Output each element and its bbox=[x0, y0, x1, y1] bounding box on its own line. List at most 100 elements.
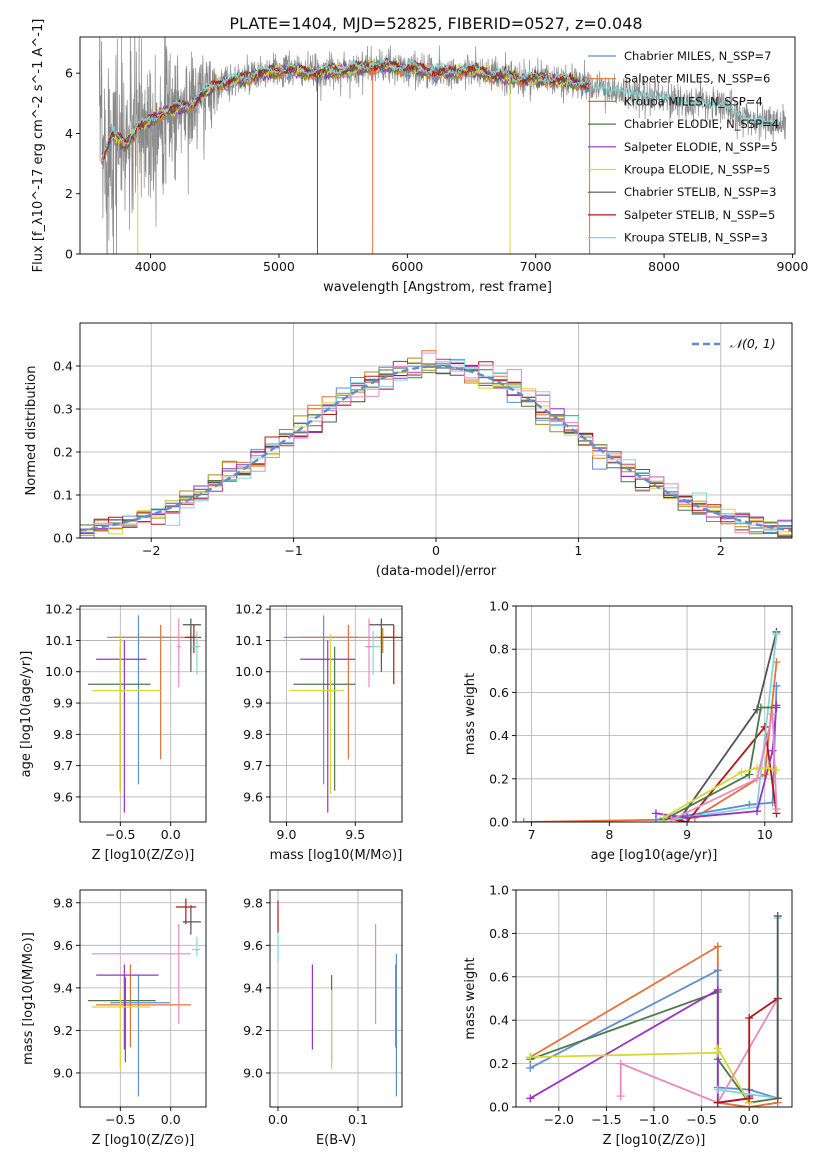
weight-marker bbox=[667, 815, 676, 822]
weight-marker bbox=[651, 809, 660, 818]
y-tick-label: 0.4 bbox=[489, 1013, 509, 1028]
weight-marker bbox=[713, 966, 722, 975]
panel-spectrum: 4000 5000 6000 7000 8000 9000 0 2 4 6 wavelength [… bbox=[31, 19, 809, 295]
x-tick-label: 9.0 bbox=[277, 827, 297, 842]
x-tick-label: 9.5 bbox=[345, 827, 365, 842]
weight-marker bbox=[713, 1085, 722, 1094]
y-tick-label: 9.2 bbox=[53, 1023, 73, 1038]
panel-age_vs_mass: 9.0 9.5 9.6 9.7 9.8 9.9 10.0 10.1 10.2 mass [log1… bbox=[235, 602, 403, 863]
x-tick-label: 5000 bbox=[263, 259, 295, 274]
y-axis-label: mass [log10(M/M⊙)] bbox=[21, 932, 36, 1065]
y-tick-label: 1.0 bbox=[489, 883, 509, 898]
legend-label: Salpeter ELODIE, N_SSP=5 bbox=[624, 140, 778, 154]
weight-marker bbox=[526, 1094, 535, 1103]
x-tick-label: 9 bbox=[683, 827, 691, 842]
axes-frame bbox=[269, 889, 403, 1108]
y-tick-label: 9.9 bbox=[243, 696, 263, 711]
weight-marker bbox=[772, 701, 781, 710]
y-tick-label: 10.1 bbox=[45, 633, 73, 648]
weight-marker bbox=[737, 768, 746, 777]
y-tick-label: 9.4 bbox=[243, 980, 263, 995]
x-tick-label: −0.5 bbox=[105, 827, 135, 842]
y-tick-label: 0.6 bbox=[489, 969, 509, 984]
panel-mass_vs_ebv: 0.0 0.1 9.0 9.2 9.4 9.6 9.8 E(B-V) bbox=[243, 889, 403, 1148]
x-tick-label: −0.5 bbox=[105, 1112, 135, 1127]
legend-label: Chabrier STELIB, N_SSP=3 bbox=[624, 185, 776, 199]
axes-frame bbox=[79, 889, 207, 1108]
y-tick-label: 9.7 bbox=[53, 758, 73, 773]
x-tick-label: 8 bbox=[605, 827, 613, 842]
y-tick-label: 0.0 bbox=[489, 1100, 509, 1115]
x-tick-label: −1.5 bbox=[591, 1112, 621, 1127]
weight-marker bbox=[768, 746, 777, 755]
y-tick-label: 0.0 bbox=[489, 815, 509, 830]
y-tick-label: 0.4 bbox=[53, 359, 73, 374]
legend-label: Kroupa ELODIE, N_SSP=5 bbox=[624, 163, 770, 177]
weight-marker bbox=[760, 722, 769, 731]
x-tick-label: 0.0 bbox=[739, 1112, 759, 1127]
y-tick-label: 0.2 bbox=[53, 445, 73, 460]
x-tick-label: 10 bbox=[757, 827, 773, 842]
x-tick-label: 9000 bbox=[777, 259, 809, 274]
legend: Chabrier MILES, N_SSP=7 Salpeter MILES, N… bbox=[588, 49, 779, 245]
figure-title: PLATE=1404, MJD=52825, FIBERID=0527, z=0… bbox=[229, 14, 642, 33]
x-tick-label: 8000 bbox=[648, 259, 680, 274]
x-tick-label: 0 bbox=[432, 543, 440, 558]
x-tick-label: 0.1 bbox=[348, 1112, 368, 1127]
y-tick-label: 0.1 bbox=[53, 488, 73, 503]
weight-marker bbox=[772, 630, 781, 639]
weight-marker bbox=[683, 813, 692, 822]
weight-marker bbox=[773, 912, 782, 921]
legend-label: Kroupa MILES, N_SSP=4 bbox=[624, 94, 763, 108]
y-tick-label: 9.8 bbox=[243, 895, 263, 910]
y-tick-label: 9.9 bbox=[53, 696, 73, 711]
x-axis-label: wavelength [Angstrom, rest frame] bbox=[323, 280, 552, 295]
weight-marker bbox=[772, 681, 781, 690]
weight-marker bbox=[519, 818, 528, 822]
y-tick-label: 4 bbox=[65, 126, 73, 141]
y-tick-label: 10.2 bbox=[235, 602, 263, 617]
y-tick-label: 1.0 bbox=[489, 599, 509, 614]
x-tick-label: 4000 bbox=[135, 259, 167, 274]
x-tick-label: 0.0 bbox=[161, 1112, 181, 1127]
model-spectrum bbox=[101, 59, 590, 160]
residual-histogram bbox=[80, 352, 792, 534]
y-tick-label: 9.6 bbox=[53, 789, 73, 804]
y-tick-label: 0.4 bbox=[489, 728, 509, 743]
y-tick-label: 9.0 bbox=[243, 1065, 263, 1080]
y-tick-label: 10.1 bbox=[235, 633, 263, 648]
weight-marker bbox=[745, 770, 754, 779]
y-tick-label: 0.2 bbox=[489, 771, 509, 786]
weight-marker bbox=[772, 766, 781, 775]
y-tick-label: 6 bbox=[65, 66, 73, 81]
weight-marker bbox=[756, 703, 765, 712]
weight-line bbox=[523, 662, 778, 822]
plot-area-age_vs_Z bbox=[88, 615, 201, 813]
plot-area-residuals bbox=[80, 350, 792, 538]
panel-weight_vs_Z: −2.0 −1.5 −1.0 −0.5 0.0 0.0 0.2 0.4 0.6 0.8 1.0 Z [… bbox=[463, 883, 793, 1148]
x-tick-label: −2.0 bbox=[544, 1112, 574, 1127]
x-axis-label: Z [log10(Z/Z⊙)] bbox=[603, 1133, 706, 1148]
legend-label: Chabrier MILES, N_SSP=7 bbox=[624, 49, 771, 63]
model-spectrum bbox=[101, 56, 590, 162]
weight-marker bbox=[526, 1063, 535, 1072]
y-tick-label: 9.0 bbox=[53, 1065, 73, 1080]
model-spectrum bbox=[589, 82, 780, 128]
y-tick-label: 10.2 bbox=[45, 602, 73, 617]
weight-marker bbox=[713, 1044, 722, 1053]
y-tick-label: 0.6 bbox=[489, 685, 509, 700]
weight-marker bbox=[760, 770, 769, 779]
legend-label: 𝒩(0, 1) bbox=[730, 336, 776, 351]
weight-marker bbox=[768, 710, 777, 718]
weight-marker bbox=[526, 1053, 535, 1062]
weight-marker bbox=[745, 1094, 754, 1103]
weight-marker bbox=[753, 774, 762, 783]
weight-line bbox=[663, 706, 777, 821]
x-tick-label: 2 bbox=[717, 543, 725, 558]
y-tick-label: 9.6 bbox=[243, 938, 263, 953]
x-tick-label: −1.0 bbox=[639, 1112, 669, 1127]
axes-frame bbox=[79, 605, 207, 823]
y-axis-label: Normed distribution bbox=[24, 366, 39, 496]
x-tick-label: 0.0 bbox=[161, 827, 181, 842]
